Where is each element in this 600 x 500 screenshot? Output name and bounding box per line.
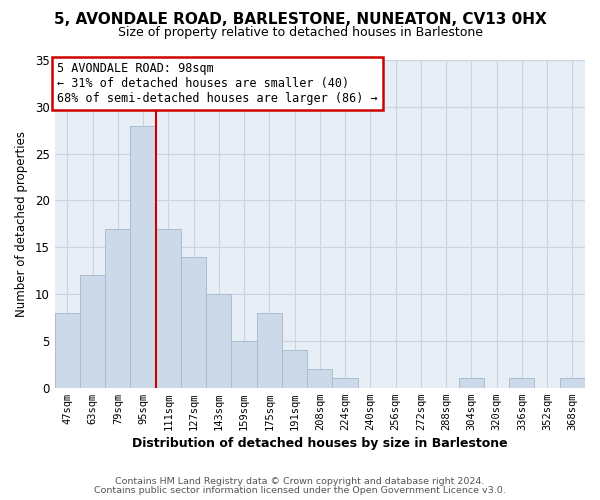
Bar (332, 378, 358, 388)
Bar (509, 378, 535, 388)
Bar (257, 313, 282, 388)
Text: Size of property relative to detached houses in Barlestone: Size of property relative to detached ho… (118, 26, 482, 39)
Text: 5, AVONDALE ROAD, BARLESTONE, NUNEATON, CV13 0HX: 5, AVONDALE ROAD, BARLESTONE, NUNEATON, … (53, 12, 547, 28)
Bar (307, 369, 332, 388)
Bar (181, 256, 206, 388)
Text: 5 AVONDALE ROAD: 98sqm
← 31% of detached houses are smaller (40)
68% of semi-det: 5 AVONDALE ROAD: 98sqm ← 31% of detached… (57, 62, 378, 105)
X-axis label: Distribution of detached houses by size in Barlestone: Distribution of detached houses by size … (132, 437, 508, 450)
Bar (459, 378, 484, 388)
Bar (80, 276, 105, 388)
Bar (232, 341, 257, 388)
Bar (130, 126, 155, 388)
Bar (206, 294, 232, 388)
Bar (55, 313, 80, 388)
Text: Contains public sector information licensed under the Open Government Licence v3: Contains public sector information licen… (94, 486, 506, 495)
Y-axis label: Number of detached properties: Number of detached properties (15, 131, 28, 317)
Bar (282, 350, 307, 388)
Bar (155, 228, 181, 388)
Text: Contains HM Land Registry data © Crown copyright and database right 2024.: Contains HM Land Registry data © Crown c… (115, 478, 485, 486)
Bar (560, 378, 585, 388)
Bar (105, 228, 130, 388)
